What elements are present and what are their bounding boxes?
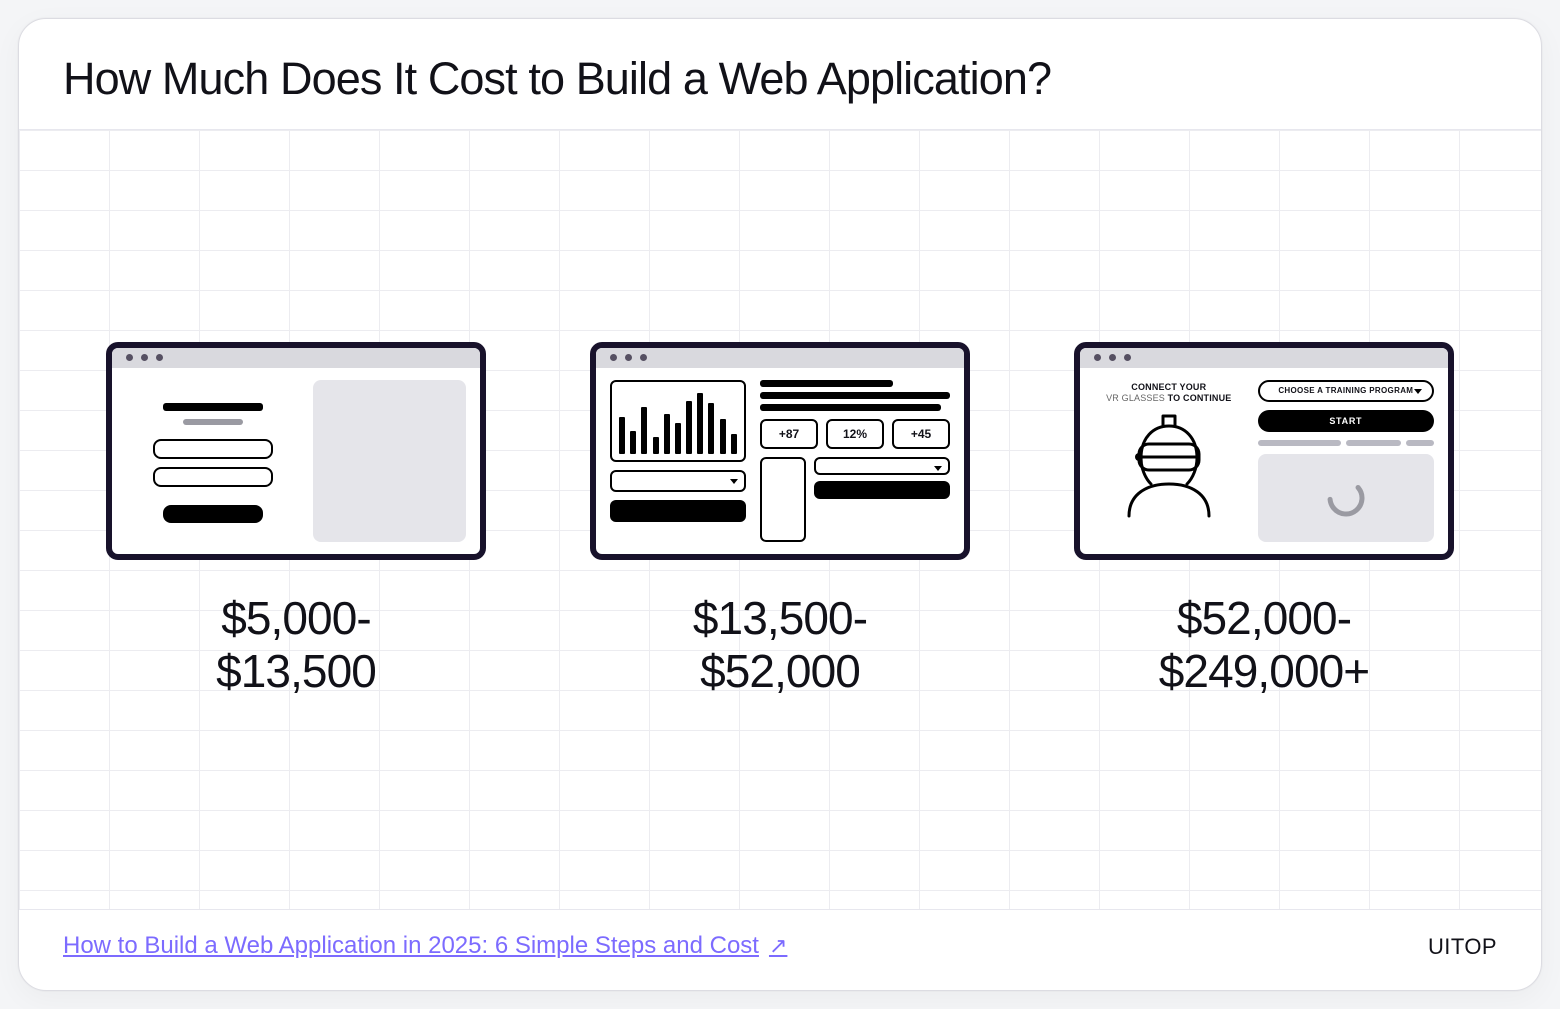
price-range: $52,000-$249,000+ <box>1159 592 1369 698</box>
text-line <box>760 404 941 411</box>
chart-bar <box>708 403 714 453</box>
stat-box: +87 <box>760 419 818 449</box>
chart-bar <box>686 401 692 454</box>
form-panel <box>126 380 299 542</box>
start-button-mock: START <box>1258 410 1434 432</box>
chart-bar <box>653 437 659 454</box>
mock-window-dashboard: +87 12% +45 <box>590 342 970 560</box>
vr-controls: CHOOSE A TRAINING PROGRAM START <box>1258 380 1434 542</box>
stat-box: 12% <box>826 419 884 449</box>
chart-bar <box>720 419 726 453</box>
subheading-bar <box>183 419 243 425</box>
dashboard-left <box>610 380 746 542</box>
chart-bar <box>731 434 737 454</box>
window-dot-icon <box>625 354 632 361</box>
submit-button-mock <box>163 505 263 523</box>
select-mock <box>610 470 746 492</box>
source-link[interactable]: How to Build a Web Application in 2025: … <box>63 932 787 960</box>
thumb-box <box>760 457 806 542</box>
progress-segment <box>1258 440 1341 446</box>
progress-lines <box>1258 440 1434 446</box>
text-line <box>760 392 950 399</box>
window-dot-icon <box>126 354 133 361</box>
window-titlebar <box>596 348 964 368</box>
window-dot-icon <box>156 354 163 361</box>
image-placeholder <box>313 380 466 542</box>
footer: How to Build a Web Application in 2025: … <box>19 909 1541 990</box>
progress-segment <box>1406 440 1434 446</box>
bar-chart-mock <box>610 380 746 462</box>
vr-panel: CONNECT YOUR VR GLASSES TO CONTINUE <box>1094 380 1244 542</box>
price-range: $5,000-$13,500 <box>216 592 376 698</box>
stat-box: +45 <box>892 419 950 449</box>
tier-row: $5,000-$13,500 <box>19 342 1541 698</box>
brand-label: UITOP <box>1428 934 1497 960</box>
program-dropdown-mock: CHOOSE A TRAINING PROGRAM <box>1258 380 1434 402</box>
chart-bar <box>641 407 647 453</box>
window-dot-icon <box>640 354 647 361</box>
paragraph-mock <box>760 380 950 411</box>
infographic-card: How Much Does It Cost to Build a Web App… <box>18 18 1542 991</box>
source-link-text: How to Build a Web Application in 2025: … <box>63 932 759 960</box>
external-arrow-icon: ↗ <box>769 933 787 959</box>
button-mock <box>610 500 746 522</box>
select-mock <box>814 457 950 475</box>
chart-bar <box>697 393 703 454</box>
window-dot-icon <box>1124 354 1131 361</box>
loading-panel <box>1258 454 1434 542</box>
window-dot-icon <box>1109 354 1116 361</box>
window-titlebar <box>1080 348 1448 368</box>
window-dot-icon <box>141 354 148 361</box>
vr-caption: CONNECT YOUR VR GLASSES TO CONTINUE <box>1106 382 1231 405</box>
text-input-mock <box>153 439 273 459</box>
tier-complex: CONNECT YOUR VR GLASSES TO CONTINUE <box>1067 342 1461 698</box>
vr-headset-icon <box>1109 408 1229 518</box>
text-line <box>760 380 893 387</box>
price-range: $13,500-$52,000 <box>693 592 867 698</box>
button-mock <box>814 481 950 499</box>
mock-window-simple <box>106 342 486 560</box>
window-titlebar <box>112 348 480 368</box>
content-grid: $5,000-$13,500 <box>19 129 1541 909</box>
tier-medium: +87 12% +45 <box>583 342 977 698</box>
text-input-mock <box>153 467 273 487</box>
chart-bar <box>630 431 636 454</box>
window-dot-icon <box>1094 354 1101 361</box>
window-dot-icon <box>610 354 617 361</box>
progress-segment <box>1346 440 1401 446</box>
chart-bar <box>619 417 625 453</box>
dashboard-right: +87 12% +45 <box>760 380 950 542</box>
mock-window-vr: CONNECT YOUR VR GLASSES TO CONTINUE <box>1074 342 1454 560</box>
heading-bar <box>163 403 263 411</box>
page-title: How Much Does It Cost to Build a Web App… <box>63 53 1497 105</box>
chart-bar <box>675 423 681 453</box>
stat-row: +87 12% +45 <box>760 419 950 449</box>
tier-simple: $5,000-$13,500 <box>99 342 493 698</box>
spinner-icon <box>1324 476 1368 520</box>
chart-bar <box>664 414 670 454</box>
